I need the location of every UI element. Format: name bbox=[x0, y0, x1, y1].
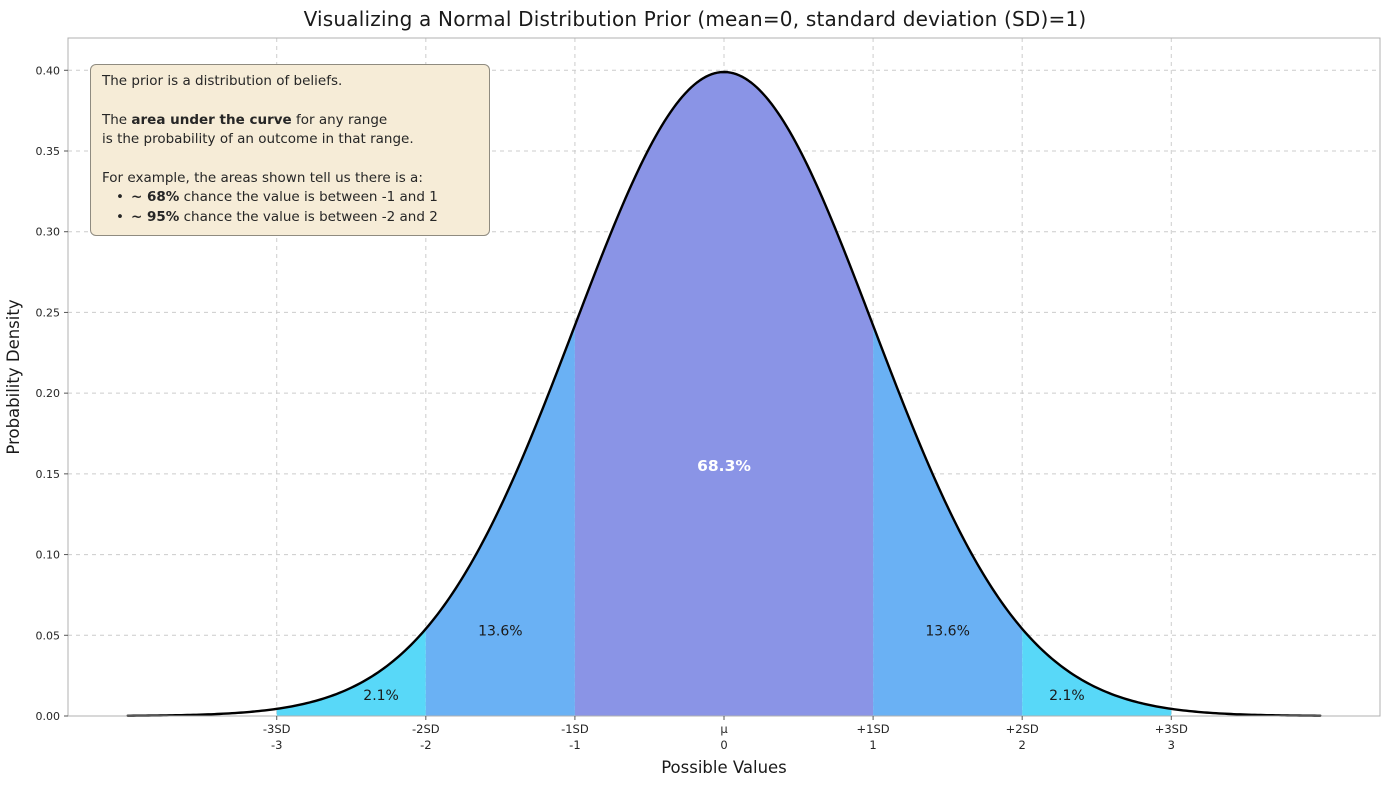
y-tick-label: 0.30 bbox=[36, 226, 61, 239]
region-percentage-label: 2.1% bbox=[1049, 688, 1085, 704]
y-tick-label: 0.05 bbox=[36, 629, 61, 642]
annotation-text: for any range bbox=[291, 111, 388, 128]
annotation-text: chance the value is between -1 and 1 bbox=[179, 189, 438, 205]
x-tick-label-line2: -3 bbox=[271, 738, 282, 752]
normal-curve bbox=[126, 70, 1322, 717]
annotation-box: The prior is a distribution of beliefs. … bbox=[90, 64, 490, 236]
x-tick-label-line1: +2SD bbox=[1006, 722, 1039, 736]
bullet-icon: • bbox=[116, 189, 124, 205]
y-tick-label: 0.40 bbox=[36, 64, 61, 77]
x-tick-label-line2: 0 bbox=[720, 738, 727, 752]
annotation-text: For example, the areas shown tell us the… bbox=[102, 169, 423, 186]
annotation-text: The prior is a distribution of beliefs. bbox=[102, 73, 343, 89]
annotation-gap bbox=[102, 92, 478, 111]
x-tick-label-line1: +1SD bbox=[857, 722, 890, 736]
region-percentage-label: 2.1% bbox=[363, 688, 399, 704]
y-tick-label: 0.15 bbox=[36, 468, 61, 481]
y-axis-label: Probability Density bbox=[4, 299, 23, 454]
x-tick-label-line2: -2 bbox=[420, 738, 431, 752]
y-tick-label: 0.25 bbox=[36, 306, 61, 319]
region-percentage-label: 13.6% bbox=[925, 623, 969, 639]
x-tick-label-line2: 1 bbox=[869, 738, 876, 752]
annotation-bold: area under the curve bbox=[131, 111, 292, 128]
annotation-bold: ~ 95% bbox=[130, 208, 180, 225]
shaded-region--3-to--2 bbox=[276, 628, 426, 716]
x-tick-label-line1: -1SD bbox=[561, 722, 589, 736]
annotation-line-3: is the probability of an outcome in that… bbox=[102, 130, 478, 150]
x-tick-label-line1: μ bbox=[720, 722, 728, 736]
annotation-bullet-1: • ~ 68% chance the value is between -1 an… bbox=[102, 188, 478, 208]
x-tick-label-line2: 2 bbox=[1019, 738, 1026, 752]
bullet-icon: • bbox=[116, 208, 124, 225]
x-tick-label-line2: -1 bbox=[569, 738, 580, 752]
annotation-line-2: The area under the curve for any range bbox=[102, 111, 478, 131]
shaded-region--1-to-1 bbox=[574, 71, 874, 717]
shaded-region-2-to-3 bbox=[1022, 628, 1172, 716]
annotation-text: chance the value is between -2 and 2 bbox=[179, 208, 438, 225]
x-tick-label-line1: +3SD bbox=[1155, 722, 1188, 736]
annotation-line-4: For example, the areas shown tell us the… bbox=[102, 169, 478, 189]
y-tick-label: 0.10 bbox=[36, 549, 61, 562]
x-axis-label: Possible Values bbox=[661, 758, 787, 777]
annotation-gap bbox=[102, 150, 478, 169]
chart-title: Visualizing a Normal Distribution Prior … bbox=[303, 7, 1087, 31]
x-tick-label-line1: -3SD bbox=[263, 722, 291, 736]
x-tick-label-line1: -2SD bbox=[412, 722, 440, 736]
annotation-bold: ~ 68% bbox=[130, 189, 180, 205]
annotation-bullet-2: • ~ 95% chance the value is between -2 an… bbox=[102, 208, 478, 228]
annotation-text: is the probability of an outcome in that… bbox=[102, 131, 414, 147]
y-tick-label: 0.00 bbox=[36, 710, 61, 723]
annotation-text: The bbox=[102, 111, 132, 128]
region-percentage-label: 68.3% bbox=[697, 457, 751, 475]
x-tick-label-line2: 3 bbox=[1168, 738, 1175, 752]
annotation-line-1: The prior is a distribution of beliefs. bbox=[102, 72, 478, 92]
y-tick-label: 0.35 bbox=[36, 145, 61, 158]
region-percentage-label: 13.6% bbox=[478, 623, 522, 639]
y-tick-label: 0.20 bbox=[36, 387, 61, 400]
